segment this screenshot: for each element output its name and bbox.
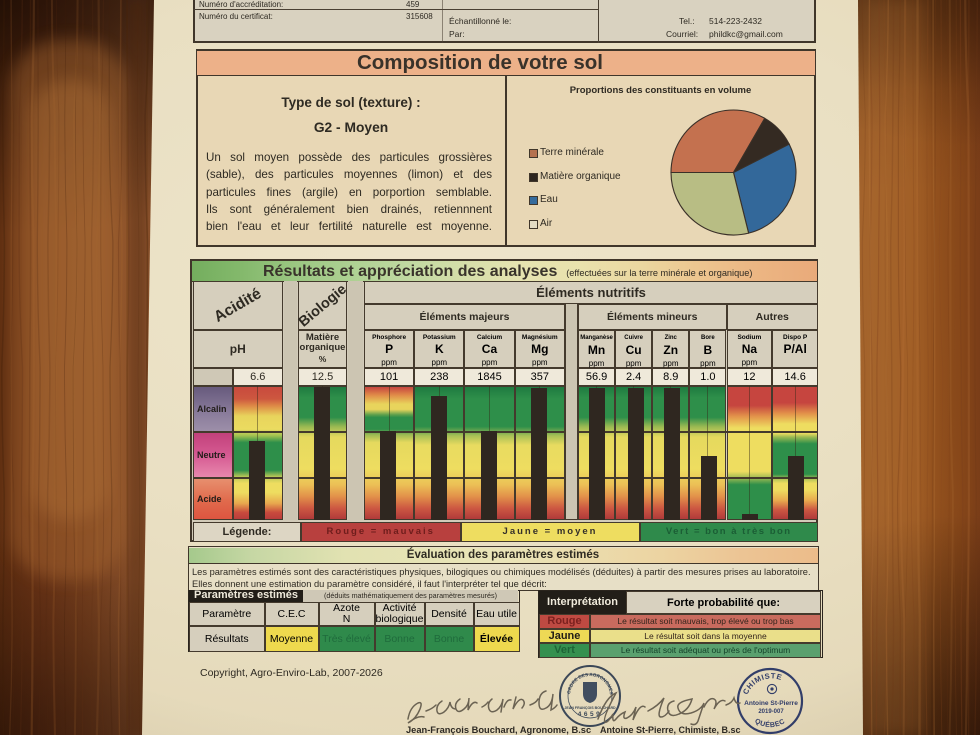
svg-text:Antoine St-Pierre: Antoine St-Pierre: [744, 700, 798, 707]
svg-text:JEAN FRANÇOIS BOUCHARD: JEAN FRANÇOIS BOUCHARD: [564, 706, 616, 710]
svg-text:QUÉBEC: QUÉBEC: [753, 718, 786, 729]
svg-text:CHIMISTE: CHIMISTE: [741, 671, 783, 696]
svg-text:4659: 4659: [578, 711, 602, 718]
svg-text:ORDRE DES AGRONOMES DU QC: ORDRE DES AGRONOMES DU QC: [330, 660, 614, 696]
svg-text:2019-007: 2019-007: [758, 709, 784, 715]
